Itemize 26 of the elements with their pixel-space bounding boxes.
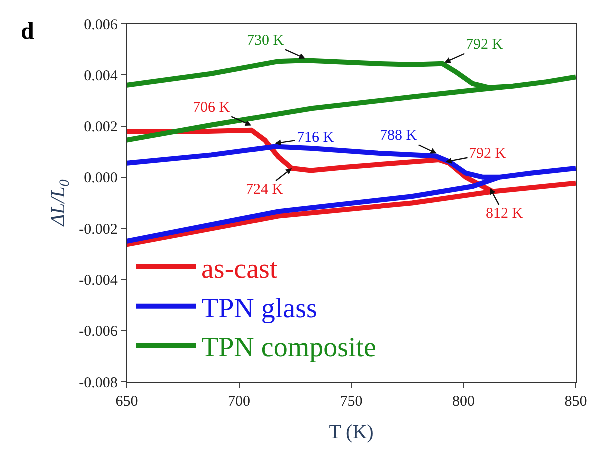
annotation: 706 K	[193, 100, 230, 116]
y-tick-label: 0.006	[84, 17, 118, 34]
x-tick-label: 700	[228, 394, 250, 410]
annotation: 730 K	[247, 33, 284, 49]
annotation: 792 K	[466, 37, 504, 53]
x-tick-label: 750	[340, 394, 363, 410]
y-tick-label: 0.004	[84, 68, 118, 84]
annotation: 792 K	[469, 146, 506, 162]
y-tick-label: -0.002	[79, 222, 118, 238]
annotation: 812 K	[486, 206, 524, 222]
text: d	[21, 19, 35, 45]
y-tick-label: -0.006	[79, 324, 118, 340]
x-tick-label: 650	[116, 394, 138, 410]
y-tick-label: -0.004	[79, 272, 118, 289]
legend-label: TPN glass	[201, 293, 318, 324]
annotation: 716 K	[297, 130, 334, 146]
x-axis-title: T (K)	[329, 422, 374, 444]
x-tick-label: 850	[564, 394, 588, 410]
y-tick-label: 0.002	[84, 120, 118, 136]
annotation: 724 K	[246, 182, 284, 198]
legend-label: as-cast	[201, 254, 278, 285]
annotation: 788 K	[380, 128, 418, 144]
y-tick-label: -0.008	[79, 375, 118, 392]
legend-label: TPN composite	[201, 332, 376, 364]
y-tick-label: 0.000	[84, 170, 118, 187]
x-tick-label: 800	[452, 394, 475, 410]
